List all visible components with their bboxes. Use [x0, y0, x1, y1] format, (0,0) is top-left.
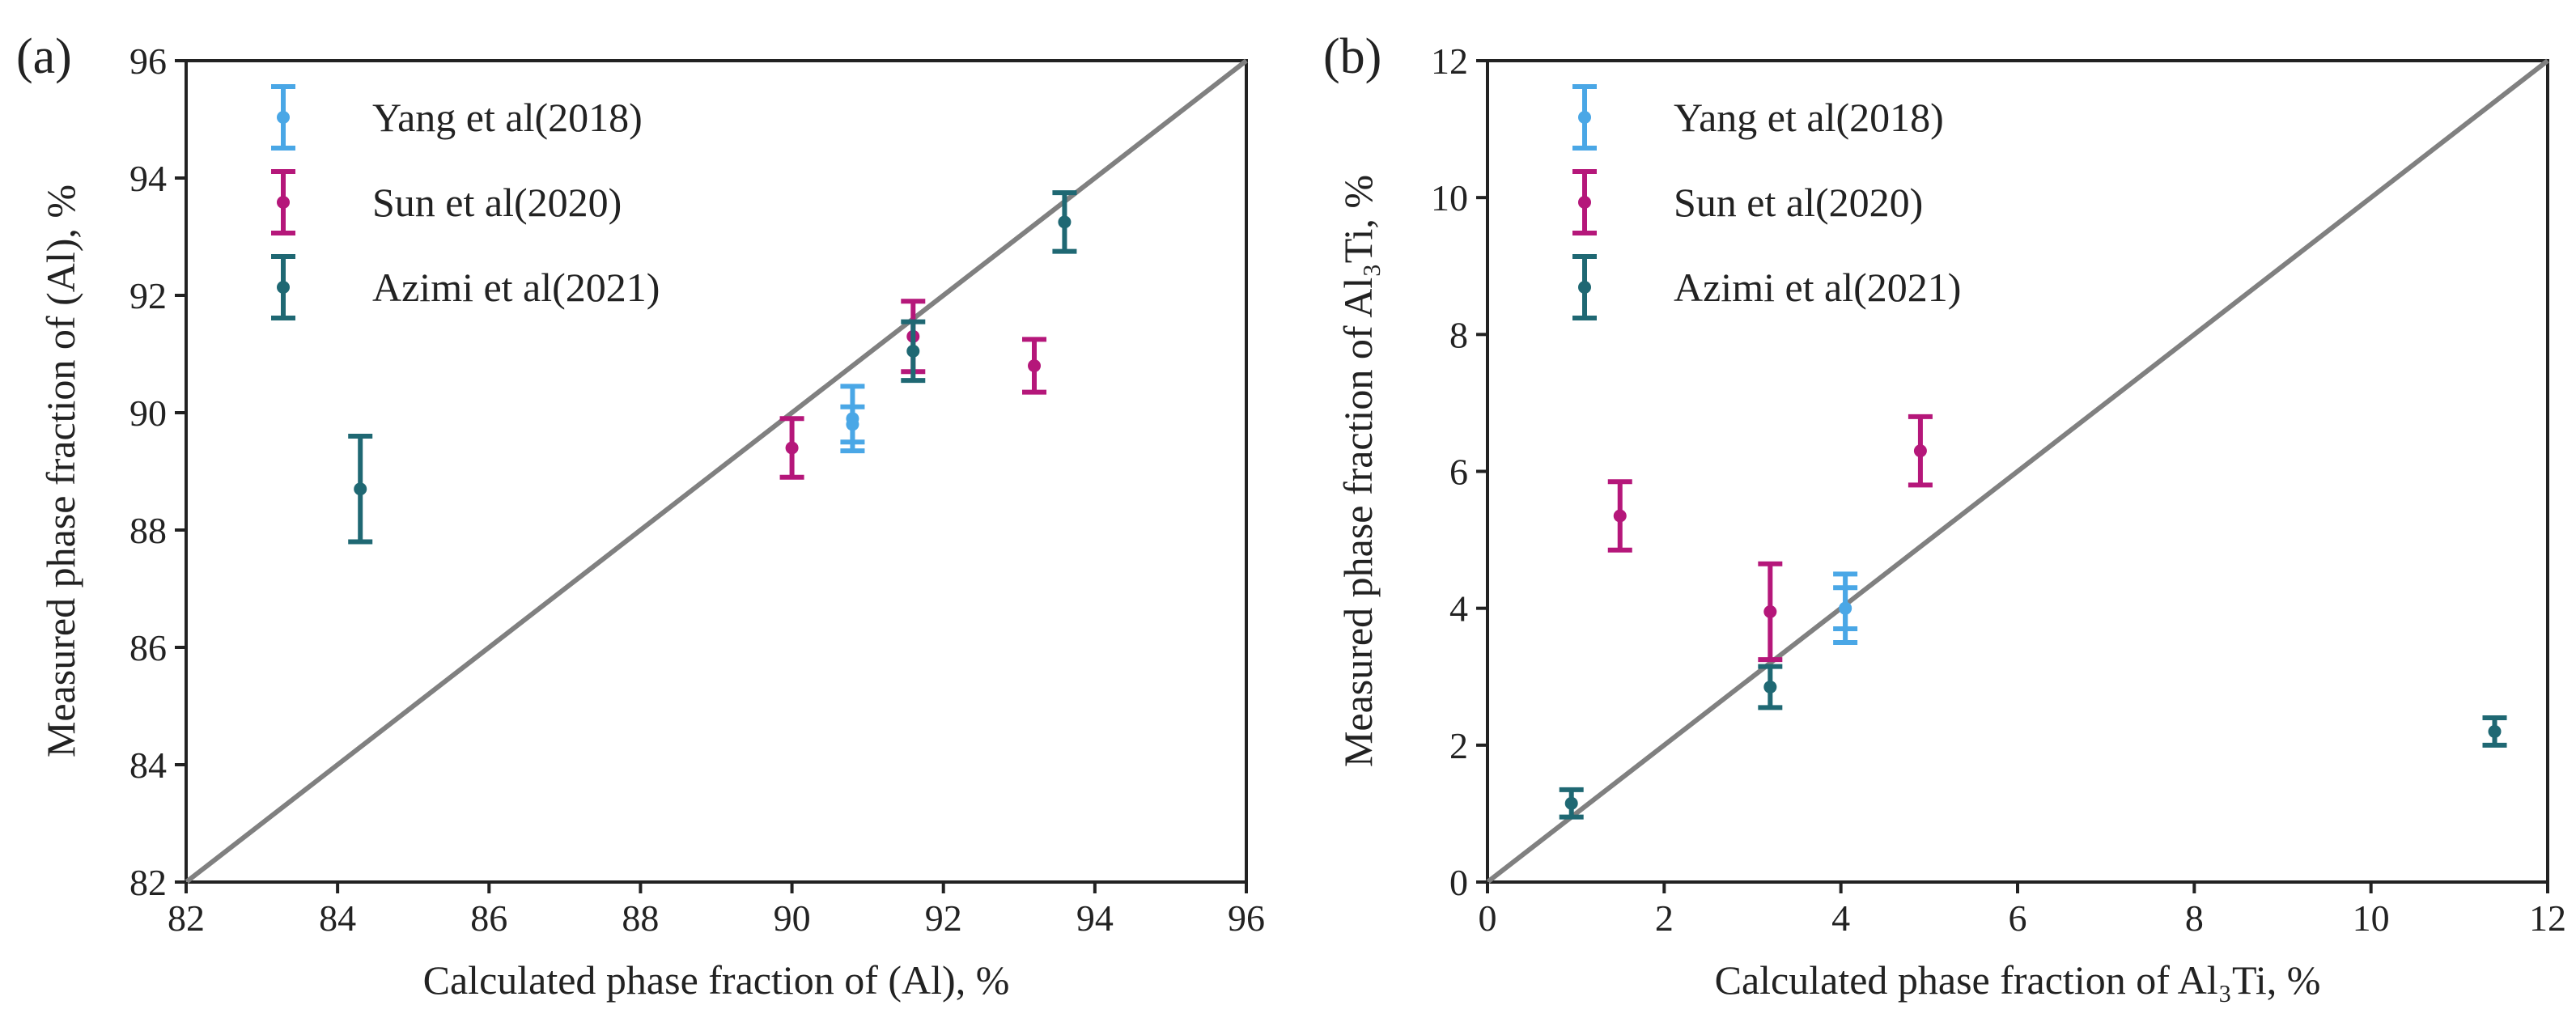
panel-a-point-sun: [1022, 337, 1046, 395]
panel-a-x-tick-label: 96: [1228, 897, 1265, 939]
panel-b-point-azimi: [1559, 787, 1584, 820]
panel-b-point-yang-marker: [1839, 601, 1852, 615]
panel-a-x-ticks: 82 84 86 88 90 92 94 96: [168, 882, 1265, 939]
panel-a-legend-marker-yang-marker: [277, 111, 290, 124]
panel-a-y-tick-label: 96: [129, 40, 167, 82]
panel-a-y-ticks: 82 84 86 88 90 92 94 96: [129, 40, 186, 903]
panel-a-point-azimi: [348, 434, 373, 545]
panel-b-point-sun: [1607, 479, 1632, 553]
panel-a-point-azimi-marker: [1058, 215, 1072, 229]
panel-b-y-tick-label: 6: [1449, 452, 1468, 493]
panel-a-x-tick-label: 86: [470, 897, 507, 939]
panel-b-legend-label-azimi: Azimi et al(2021): [1674, 265, 1961, 310]
panel-a-point-yang: [840, 404, 865, 445]
panel-b-point-azimi-marker: [2488, 724, 2502, 738]
panel-b-legend-marker-sun-marker: [1578, 196, 1591, 209]
panel-a-label: (a): [16, 29, 72, 84]
panel-b-x-ticks: 0 2 4 6 8 10 12: [1479, 882, 2566, 939]
panel-b-point-azimi-marker: [1564, 796, 1578, 810]
panel-b-y-tick-label: 8: [1449, 314, 1468, 355]
panel-a-legend-marker-sun: [271, 169, 295, 235]
panel-b-y-axis-title: Measured phase fraction of Al₃Ti, %: [1335, 175, 1381, 767]
panel-a-point-azimi-marker: [906, 344, 920, 358]
panel-a-y-axis-title: Measured phase fraction of (Al), %: [38, 185, 83, 757]
panel-a-data-points: [348, 190, 1077, 545]
panel-a-point-azimi: [901, 319, 926, 384]
panel-b-y-ticks: 0 2 4 6 8 10 12: [1431, 40, 1487, 903]
panel-b-label: (b): [1323, 29, 1381, 84]
panel-b-y-tick-label: 2: [1449, 725, 1468, 766]
panel-b-point-yang: [1833, 585, 1858, 632]
panel-a: (a) 82 84 86 88 90 92 94 96 82 84 86 88 90 92 94 96 Ya…: [16, 29, 1265, 1003]
panel-b-x-tick-label: 8: [2185, 897, 2204, 939]
panel-a-y-tick-label: 90: [129, 392, 167, 434]
panel-a-point-yang-marker: [846, 418, 859, 431]
panel-a-y-tick-label: 92: [129, 275, 167, 316]
panel-b-legend-marker-azimi: [1572, 254, 1597, 320]
panel-a-legend-marker-azimi: [271, 254, 295, 320]
panel-b-x-tick-label: 6: [2009, 897, 2027, 939]
panel-b: (b) 0 2 4 6 8 10 12 0 2 4 6 8 10 12 Yang et al(2018)…: [1323, 29, 2566, 1003]
panel-b-x-tick-label: 4: [1831, 897, 1850, 939]
panel-b-y-tick-label: 4: [1449, 588, 1468, 630]
panel-b-y-tick-label: 10: [1431, 177, 1468, 218]
panel-b-legend: Yang et al(2018) Sun et al(2020) Azimi et …: [1572, 84, 1961, 320]
panel-a-point-sun-marker: [1028, 359, 1041, 372]
panel-b-point-azimi: [2482, 715, 2507, 748]
panel-a-x-tick-label: 94: [1076, 897, 1114, 939]
panel-a-legend-marker-azimi-marker: [277, 281, 290, 294]
panel-b-point-sun-marker: [1913, 444, 1927, 458]
panel-a-point-azimi-marker: [354, 482, 367, 496]
panel-a-y-tick-label: 94: [129, 158, 167, 199]
panel-a-y-tick-label: 82: [129, 862, 167, 903]
panel-a-y-tick-label: 86: [129, 627, 167, 668]
panel-b-x-tick-label: 12: [2529, 897, 2566, 939]
panel-b-x-tick-label: 10: [2353, 897, 2390, 939]
panel-b-legend-marker-yang-marker: [1578, 111, 1591, 124]
panel-a-legend: Yang et al(2018) Sun et al(2020) Azimi et …: [271, 84, 660, 320]
panel-a-plot-area: [185, 59, 1248, 884]
panel-b-legend-marker-yang: [1572, 84, 1597, 151]
panel-a-legend-label-yang: Yang et al(2018): [372, 95, 643, 140]
panel-b-point-azimi-marker: [1763, 680, 1777, 694]
panel-b-identity-line: [1486, 58, 2549, 884]
panel-b-legend-label-sun: Sun et al(2020): [1674, 180, 1923, 225]
panel-b-y-tick-label: 0: [1449, 862, 1468, 903]
panel-b-legend-marker-sun: [1572, 169, 1597, 235]
panel-a-identity-line: [185, 58, 1248, 884]
panel-a-x-tick-label: 88: [622, 897, 659, 939]
panel-a-point-sun-marker: [785, 441, 799, 455]
panel-b-point-sun: [1758, 561, 1783, 663]
panel-b-point-sun: [1908, 414, 1933, 488]
panel-a-x-tick-label: 92: [925, 897, 962, 939]
panel-b-x-tick-label: 2: [1655, 897, 1674, 939]
panel-a-x-axis-title: Calculated phase fraction of (Al), %: [423, 957, 1010, 1003]
panel-a-legend-marker-sun-marker: [277, 196, 290, 209]
panel-a-point-sun: [779, 416, 804, 480]
panel-b-legend-marker-azimi-marker: [1578, 281, 1591, 294]
panel-a-point-azimi: [1052, 190, 1077, 254]
panel-a-x-tick-label: 90: [774, 897, 811, 939]
panel-b-point-azimi: [1758, 664, 1783, 710]
panel-b-point-sun-marker: [1613, 509, 1627, 523]
panel-a-legend-label-azimi: Azimi et al(2021): [372, 265, 660, 310]
panel-a-x-tick-label: 84: [319, 897, 356, 939]
panel-b-x-tick-label: 0: [1479, 897, 1497, 939]
panel-b-legend-label-yang: Yang et al(2018): [1674, 95, 1944, 140]
panel-a-y-tick-label: 84: [129, 744, 167, 786]
panel-a-legend-marker-yang: [271, 84, 295, 151]
panel-a-legend-label-sun: Sun et al(2020): [372, 180, 622, 225]
panel-a-x-tick-label: 82: [168, 897, 205, 939]
panel-b-x-axis-title: Calculated phase fraction of Al₃Ti, %: [1715, 957, 2321, 1003]
panel-b-point-sun-marker: [1763, 604, 1777, 618]
panel-b-y-tick-label: 12: [1431, 40, 1468, 82]
panel-a-y-tick-label: 88: [129, 510, 167, 551]
panel-b-data-points: [1559, 414, 2507, 820]
